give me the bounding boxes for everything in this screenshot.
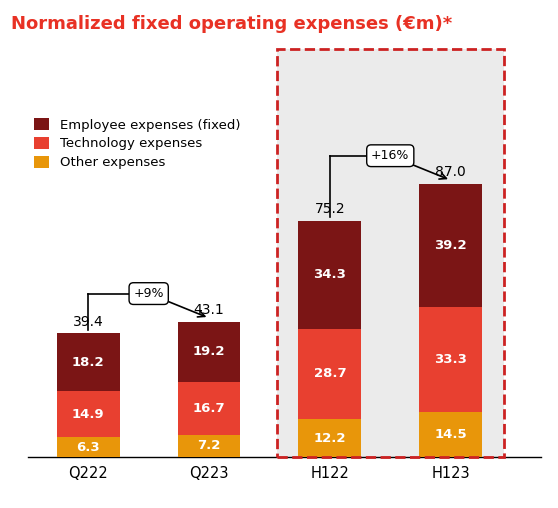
Text: 39.4: 39.4 (73, 315, 104, 329)
Bar (419, 184, 482, 307)
Text: 28.7: 28.7 (314, 367, 346, 380)
Text: 6.3: 6.3 (76, 441, 100, 454)
Text: 19.2: 19.2 (193, 345, 225, 359)
Text: 14.5: 14.5 (434, 428, 467, 441)
Bar (57, 391, 120, 437)
Bar (299, 419, 361, 457)
Text: 14.9: 14.9 (72, 407, 104, 421)
Bar (57, 333, 120, 391)
Legend: Employee expenses (fixed), Technology expenses, Other expenses: Employee expenses (fixed), Technology ex… (35, 118, 240, 169)
Text: 34.3: 34.3 (314, 268, 347, 281)
Text: 33.3: 33.3 (434, 353, 467, 366)
Text: 87.0: 87.0 (435, 165, 466, 179)
Bar (277, 49, 504, 457)
Bar (57, 437, 120, 457)
Bar (277, 49, 504, 457)
Text: 43.1: 43.1 (194, 303, 224, 317)
Text: 18.2: 18.2 (72, 356, 104, 368)
Text: 39.2: 39.2 (434, 239, 467, 252)
Bar (299, 221, 361, 329)
Text: 16.7: 16.7 (193, 402, 225, 415)
Text: +16%: +16% (371, 149, 410, 162)
Text: Normalized fixed operating expenses (€m)*: Normalized fixed operating expenses (€m)… (11, 15, 453, 33)
Text: 75.2: 75.2 (315, 202, 345, 216)
Text: 12.2: 12.2 (314, 431, 346, 444)
Bar (177, 322, 240, 382)
Bar (177, 434, 240, 457)
Bar (177, 382, 240, 434)
Bar (419, 411, 482, 457)
Bar (299, 329, 361, 419)
Bar (419, 307, 482, 411)
Text: +9%: +9% (133, 287, 164, 300)
Text: 7.2: 7.2 (198, 439, 221, 453)
